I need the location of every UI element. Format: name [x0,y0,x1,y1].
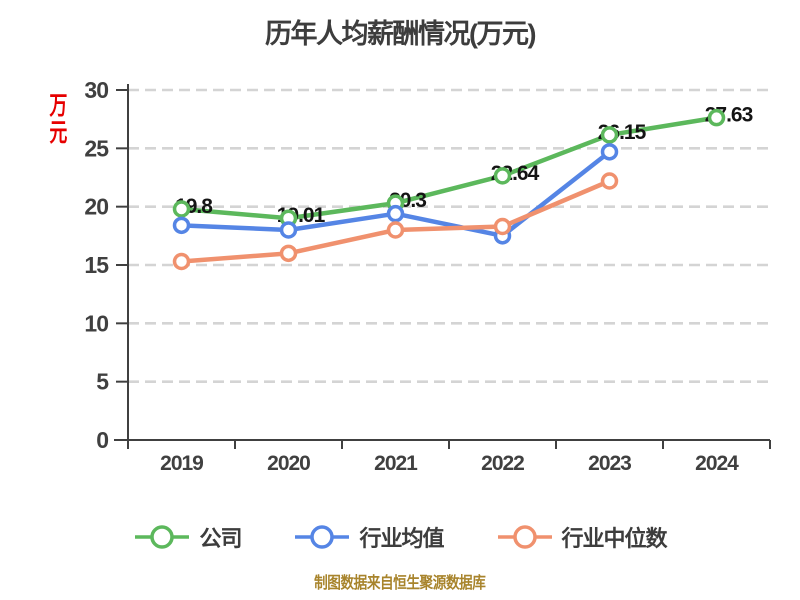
legend-label-industry-median: 行业中位数 [561,526,668,551]
data-point-marker-series-3 [600,172,619,190]
legend: 公司 行业均值 行业中位数 [0,521,800,553]
y-axis-unit-label: 万元 [46,92,68,146]
y-tick-label: 15 [84,252,109,278]
data-point-marker-series-1 [172,200,191,218]
legend-item-industry-mean: 行业均值 [293,521,445,553]
y-tick-label: 0 [96,427,108,453]
legend-label-industry-mean: 行业均值 [359,526,444,551]
data-point-marker-series-3 [279,244,298,263]
industry-median-series-marker-icon [497,525,552,549]
x-tick-label: 2024 [695,452,739,475]
data-point-marker-series-3 [172,252,191,271]
data-point-marker-series-2 [600,143,619,161]
legend-circle [150,525,175,549]
x-tick-label: 2020 [267,452,310,475]
series-line-1 [179,115,719,221]
x-tick-label: 2022 [481,452,524,475]
y-tick-label: 30 [84,77,108,103]
data-point-marker-series-1 [707,108,726,127]
y-tick-label: 5 [96,369,109,395]
data-point-marker-series-1 [600,126,619,144]
chart-title: 历年人均薪酬情况(万元) [265,19,536,49]
x-tick-label: 2021 [374,452,418,475]
company-series-marker-icon [135,525,190,549]
source-caption: 制图数据来自恒生聚源数据库 [0,569,800,593]
y-tick-label: 10 [84,310,108,336]
source-caption-text: 制图数据来自恒生聚源数据库 [314,575,486,592]
data-point-marker-series-1 [493,167,512,185]
legend-circle [310,525,335,549]
x-tick-label: 2023 [588,452,631,475]
y-tick-label: 20 [84,194,108,220]
legend-circle [512,525,537,549]
data-point-marker-series-2 [279,221,298,239]
x-tick-label: 2019 [160,452,203,475]
legend-label-company: 公司 [199,526,242,551]
legend-item-company: 公司 [133,521,242,553]
legend-item-industry-median: 行业中位数 [496,521,668,553]
y-tick-label: 25 [84,135,109,161]
data-point-marker-series-3 [386,221,405,239]
data-point-marker-series-2 [386,204,405,223]
industry-mean-series-marker-icon [295,525,350,549]
data-point-marker-series-2 [172,216,191,235]
data-point-marker-series-3 [493,217,512,236]
